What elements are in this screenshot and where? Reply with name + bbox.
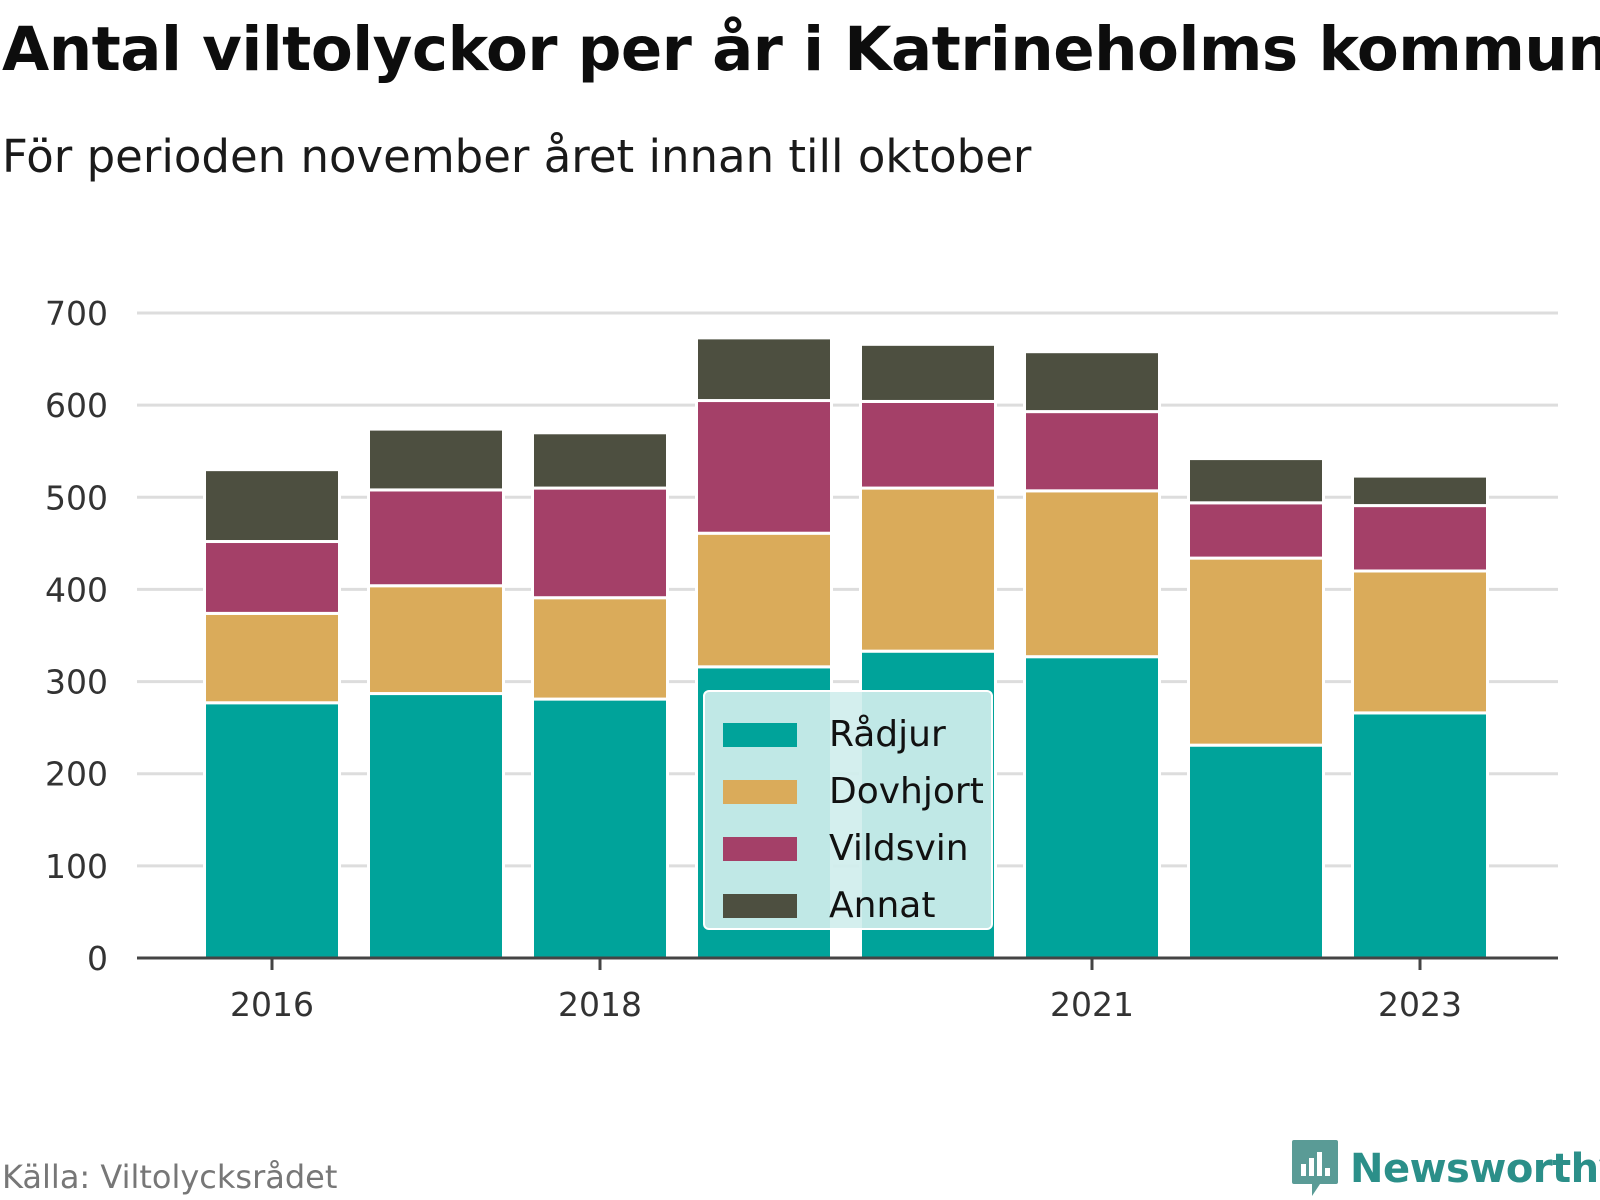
legend-item-vildsvin: Vildsvin (723, 820, 991, 877)
bar-segment (859, 399, 997, 490)
bar-segment (1023, 350, 1161, 414)
bar-segment (1351, 504, 1489, 573)
chart-title: Antal viltolyckor per år i Katrineholms … (2, 14, 1600, 85)
brand-logo: Newsworthy (1290, 1138, 1600, 1200)
brand-name: Newsworthy (1350, 1146, 1600, 1192)
y-tick-label: 300 (45, 663, 108, 702)
source-note: Källa: Viltolycksrådet (2, 1158, 338, 1196)
bar-segment (695, 399, 833, 535)
legend-swatch-dovhjort (723, 779, 797, 804)
legend-item-annat: Annat (723, 877, 991, 934)
bar-segment (203, 540, 341, 615)
bar-segment (367, 692, 505, 960)
y-tick-label: 500 (45, 478, 108, 517)
bar-segment (1187, 501, 1325, 560)
bar-segment (1023, 489, 1161, 659)
y-tick-label: 400 (45, 570, 108, 609)
bar-segment (531, 697, 669, 960)
x-axis: 2016 2018 2021 2023 (137, 956, 1558, 1024)
y-tick-label: 700 (45, 294, 108, 333)
x-tick-label: 2018 (558, 985, 642, 1024)
legend-swatch-vildsvin (723, 836, 797, 861)
x-tick-label: 2016 (230, 985, 314, 1024)
bar-segment (367, 488, 505, 588)
y-tick-label: 200 (45, 755, 108, 794)
bar-segment (1187, 556, 1325, 747)
bar-segment (1187, 457, 1325, 505)
legend-label-annat: Annat (829, 885, 936, 926)
bar-segment (695, 531, 833, 669)
legend-label-dovhjort: Dovhjort (829, 771, 984, 812)
bar-segment (531, 596, 669, 701)
stacked-bar-chart: 0 100 200 300 400 500 600 700 2016 2018 2021 2023 (45, 294, 1558, 1024)
x-tick-label: 2023 (1378, 985, 1462, 1024)
bar-segment (203, 468, 341, 544)
bar-segment (1351, 711, 1489, 960)
legend-label-vildsvin: Vildsvin (829, 828, 969, 869)
bar-segment (1023, 655, 1161, 960)
bar-segment (1023, 410, 1161, 493)
bar-chart-speech-bubble-icon (1292, 1140, 1338, 1196)
legend-label-radjur: Rådjur (829, 714, 946, 755)
legend-item-dovhjort: Dovhjort (723, 763, 991, 820)
legend-swatch-annat (723, 893, 797, 918)
y-tick-label: 0 (87, 939, 108, 978)
bar-segment (1351, 474, 1489, 508)
bar-segment (859, 486, 997, 653)
y-axis-ticks: 0 100 200 300 400 500 600 700 (45, 294, 108, 978)
bar-segment (859, 342, 997, 403)
bar-segment (531, 486, 669, 600)
y-tick-label: 600 (45, 386, 108, 425)
bar-segment (203, 701, 341, 960)
bar-segment (367, 427, 505, 492)
bar-segment (367, 584, 505, 696)
bar-segment (695, 336, 833, 403)
legend-item-radjur: Rådjur (723, 706, 991, 763)
x-tick-label: 2021 (1050, 985, 1134, 1024)
chart-subtitle: För perioden november året innan till ok… (2, 130, 1032, 183)
bar-segment (1187, 743, 1325, 960)
bar-segment (203, 611, 341, 705)
legend-swatch-radjur (723, 722, 797, 747)
bar-segment (531, 431, 669, 490)
legend: Rådjur Dovhjort Vildsvin Annat (703, 690, 993, 930)
bar-segment (1351, 569, 1489, 715)
y-tick-label: 100 (45, 847, 108, 886)
